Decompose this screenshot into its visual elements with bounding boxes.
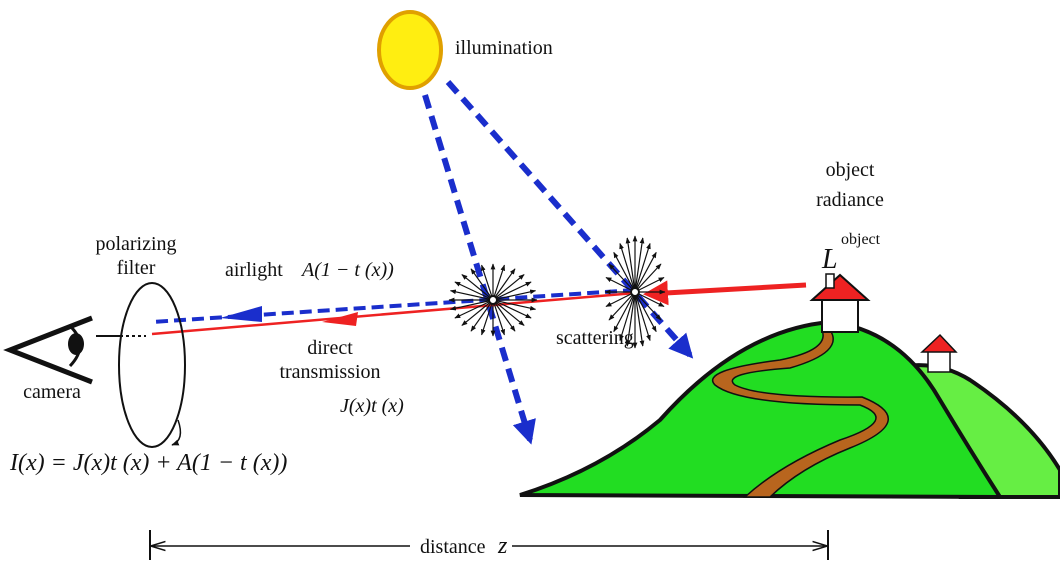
illumination-label: illumination <box>455 37 553 59</box>
direct-transmission-label: transmission <box>279 361 380 383</box>
airlight-arrowhead <box>220 306 262 322</box>
polarizing-filter <box>119 283 185 447</box>
equation: I(x) = J(x)t (x) + A(1 − t (x)) <box>9 450 287 476</box>
illumination-ray <box>448 82 690 355</box>
camera-label: camera <box>23 381 81 403</box>
object-radiance-label: radiance <box>816 189 884 211</box>
camera-eye <box>10 318 146 382</box>
polarizing-filter-label: polarizing <box>95 233 176 255</box>
particle <box>489 296 497 304</box>
diagram: illumination object radiance L object po… <box>0 0 1060 561</box>
radiance-symbol: L <box>821 244 838 275</box>
illumination-ray <box>425 95 530 440</box>
object-radiance-ray <box>648 285 806 294</box>
particle <box>631 288 639 296</box>
direct-transmission-label: direct <box>307 337 353 359</box>
distance-symbol: z <box>497 533 508 559</box>
object-radiance-label: object <box>826 159 875 181</box>
distance-label: distance <box>420 536 486 558</box>
sun <box>379 12 441 88</box>
transmission-formula: J(x)t (x) <box>340 395 404 417</box>
scattering-label: scattering <box>556 327 634 349</box>
polarizing-filter-label: filter <box>117 257 156 279</box>
filter-arrow <box>172 420 180 445</box>
airlight-formula: A(1 − t (x)) <box>300 259 394 281</box>
radiance-superscript: object <box>841 231 881 248</box>
airlight-label: airlight <box>225 259 283 281</box>
